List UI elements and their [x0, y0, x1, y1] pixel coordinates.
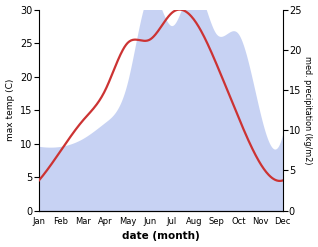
X-axis label: date (month): date (month)	[122, 231, 200, 242]
Y-axis label: max temp (C): max temp (C)	[5, 79, 15, 141]
Y-axis label: med. precipitation (kg/m2): med. precipitation (kg/m2)	[303, 56, 313, 164]
